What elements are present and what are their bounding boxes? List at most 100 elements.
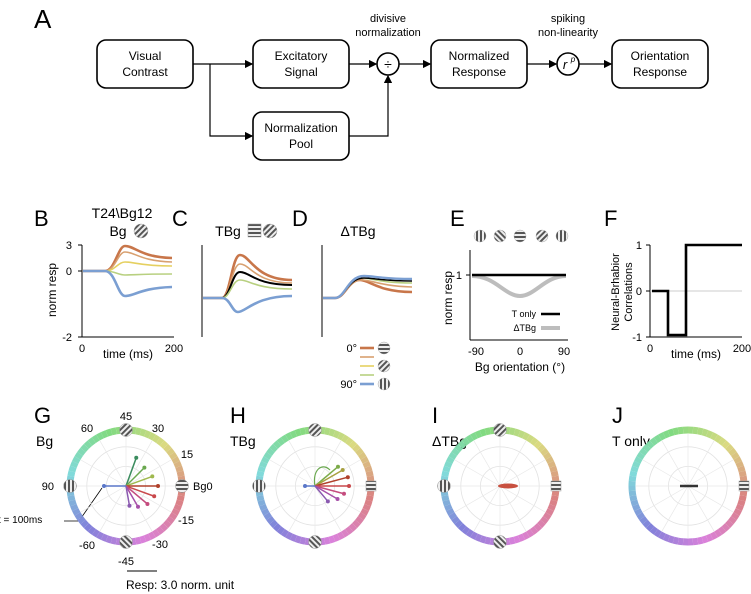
g-angle-30: 30 [152,423,164,435]
g-spokes [102,455,160,509]
i-grating-left [437,479,451,493]
normalized-line2: Response [452,65,506,79]
panel-e-legend: T only ΔTBg [512,309,560,333]
bg-grating-icon-c [262,223,278,239]
panel-letter-i: I [432,403,438,428]
h-grating-top [308,423,322,437]
panel-g-title: Bg [36,433,53,449]
panel-f-ylabel-1: Neural-Brhabior [610,253,622,331]
norm-pool-line2: Pool [289,137,313,151]
g-angle-45: 45 [120,411,132,423]
g-angle-neg60: -60 [79,540,95,552]
panel-e-ylabel: norm resp [441,271,455,325]
panel-e-xtick-90: 90 [558,346,570,358]
polar-plots [63,423,750,549]
flow-arrows [193,59,613,141]
power-node: r p [556,52,580,76]
panel-letter-c: C [172,206,188,231]
g-angle-90: 90 [42,481,54,493]
g-angle-neg30: -30 [152,539,168,551]
g-grating-left [63,479,77,493]
panel-e-xlabel: Bg orientation (°) [475,360,565,374]
panel-b-ylabel: norm resp [45,263,59,317]
i-grating-top [493,423,507,437]
panel-b-xtick-200: 200 [165,343,183,355]
target-grating-icon [247,223,262,238]
panel-b-axes [78,244,174,338]
legend-0deg: 0° [346,343,357,355]
divide-symbol: ÷ [384,56,392,72]
excitatory-line1: Excitatory [275,49,328,63]
panel-letter-d: D [292,206,308,231]
norm-pool-line1: Normalization [264,121,337,135]
h-grating-left [252,479,266,493]
box-excitatory-signal: Excitatory Signal [252,39,350,89]
panel-letter-h: H [230,403,246,428]
panel-e-delta-curve [471,274,567,299]
g-scale-label: Resp: 3.0 norm. unit [126,578,235,592]
panel-e-axes [466,250,568,341]
panel-b-curves [83,244,173,298]
power-exponent: p [570,55,576,64]
normalized-line1: Normalized [449,49,510,63]
divisive-label-1: divisive [370,13,406,25]
g-angle-neg15: -15 [178,515,194,527]
g-time-note: t = 100ms [0,515,42,526]
excitatory-line2: Signal [284,65,317,79]
panel-letter-f: F [604,206,617,231]
panel-j-title: T only [612,433,650,449]
h-spokes [303,464,351,504]
orientation-line2: Response [633,65,687,79]
g-grating-top [119,423,133,437]
panel-b-xtick-0: 0 [79,343,85,355]
i-target-right [550,480,562,492]
panel-b-ytick-neg2: -2 [62,332,72,344]
legend-t-only: T only [512,309,537,319]
panel-b-ytick-0: 0 [66,266,72,278]
g-grating-right [175,479,189,493]
panel-b-xlabel: time (ms) [103,347,153,361]
panel-h-title: TBg [230,433,256,449]
legend-delta-tbg: ΔTBg [513,323,536,333]
panel-b-header: T24\Bg12 [92,205,153,221]
g-grating-bottom [119,535,133,549]
panel-d-legend: 0° 90° [340,341,391,391]
panel-f-xtick-0: 0 [647,343,653,355]
panel-letter-e: E [450,206,465,231]
panel-c-curves [203,253,293,314]
g-angle-60: 60 [81,423,93,435]
bg-grating-icon [133,223,149,239]
panel-e-ytick: 1 [456,270,462,282]
panel-f-ytick-neg1: -1 [632,332,642,344]
h-grating-bottom [308,535,322,549]
g-angle-bg0: Bg0 [193,481,213,493]
i-response-blob [498,483,518,489]
spiking-label-1: spiking [551,13,585,25]
panel-letter-g: G [34,403,51,428]
i-grating-bottom [493,535,507,549]
h-target-right [365,480,377,492]
panel-letter-b: B [34,206,49,231]
box-normalization-pool: Normalization Pool [252,111,350,161]
panel-letter-j: J [612,403,623,428]
panel-e-xtick-0: 0 [517,346,523,358]
panel-d-curves [323,274,413,300]
box-visual-contrast: Visual Contrast [96,39,194,89]
power-base: r [563,57,568,72]
panel-e-grating-row [473,229,569,243]
panel-f-ytick-0: 0 [636,286,642,298]
box-orientation-response: Orientation Response [611,39,709,89]
panel-f-xlabel: time (ms) [671,347,721,361]
panel-letter-a: A [34,4,52,34]
panel-f-ytick-1: 1 [636,240,642,252]
visual-contrast-line2: Contrast [122,65,168,79]
panel-c-title: TBg [215,223,241,239]
panel-b-title: Bg [109,223,126,239]
divisive-label-2: normalization [355,27,420,39]
panel-f-xtick-200: 200 [733,343,751,355]
panel-d-title: ΔTBg [340,223,375,239]
visual-contrast-line1: Visual [129,49,161,63]
panel-b-ytick-3: 3 [66,240,72,252]
orientation-line1: Orientation [631,49,690,63]
